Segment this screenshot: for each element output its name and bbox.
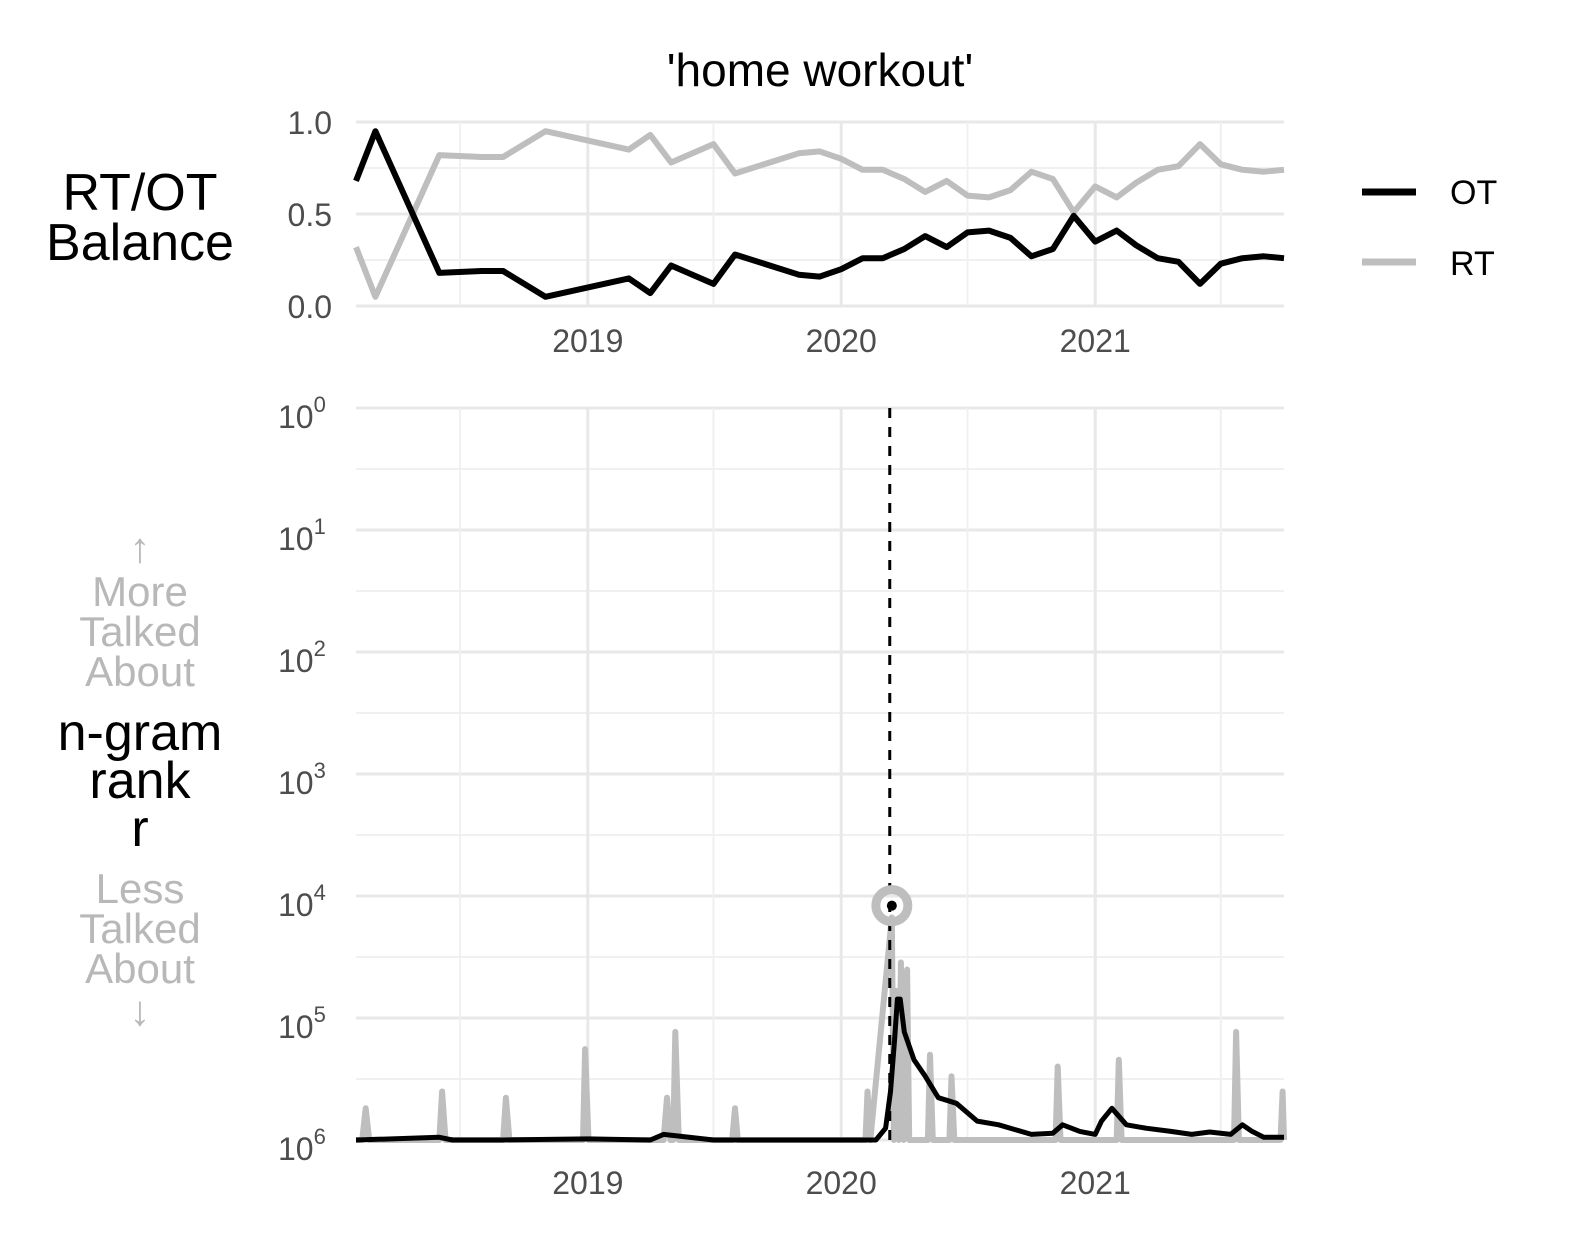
balance-y-ticks: 0.0 0.5 1.0	[288, 105, 332, 325]
balance-x-ticks: 2019 2020 2021	[552, 323, 1131, 359]
rank-y-tick-base: 10	[278, 765, 314, 801]
peak-marker-ring	[871, 885, 913, 927]
rank-y-tick-label: 101	[278, 514, 326, 557]
rank-y-tick-exponent: 5	[314, 1002, 326, 1027]
balance-ylabel-line-1: RT/OT	[62, 164, 217, 222]
hint-more: More	[92, 568, 188, 615]
balance-y-tick-label: 0.5	[288, 197, 332, 233]
rank-ylabel-line-2: rank	[89, 752, 191, 810]
legend-label-rt: RT	[1450, 245, 1495, 283]
rank-y-tick-base: 10	[278, 399, 314, 435]
rank-y-tick-exponent: 2	[314, 636, 326, 661]
rank-y-tick-base: 10	[278, 521, 314, 557]
hint-talked-top: Talked	[79, 608, 200, 655]
rank-ylabel-line-3: r	[131, 800, 148, 858]
balance-line-rt	[353, 128, 1285, 300]
rank-y-tick-exponent: 1	[314, 514, 326, 539]
balance-grid	[356, 120, 1284, 308]
peak-marker-dot	[886, 900, 897, 911]
rank-lines	[355, 408, 1287, 1143]
rank-line-ot	[355, 996, 1284, 1143]
hint-less: Less	[96, 865, 185, 912]
rank-y-tick-base: 10	[278, 1131, 314, 1167]
hint-talked-bottom: Talked	[79, 905, 200, 952]
rank-y-tick-exponent: 4	[314, 880, 326, 905]
rank-x-tick-label: 2021	[1060, 1165, 1131, 1201]
legend: OT RT	[1362, 174, 1497, 283]
legend-label-ot: OT	[1450, 174, 1497, 212]
rank-ylabel-line-1: n-gram	[58, 704, 223, 762]
balance-ylabel-line-2: Balance	[46, 214, 234, 272]
rank-x-tick-label: 2019	[552, 1165, 623, 1201]
balance-y-tick-label: 1.0	[288, 105, 332, 141]
rank-y-tick-base: 10	[278, 887, 314, 923]
chart-title: 'home workout'	[667, 44, 973, 96]
rank-y-tick-label: 102	[278, 636, 326, 679]
rank-y-tick-label: 103	[278, 758, 326, 801]
rank-line-rt	[356, 914, 1287, 1143]
rank-y-tick-exponent: 3	[314, 758, 326, 783]
rank-grid	[356, 406, 1284, 1142]
rank-y-tick-base: 10	[278, 643, 314, 679]
rank-y-tick-exponent: 0	[314, 392, 326, 417]
hint-down-arrow: ↓	[130, 987, 151, 1034]
rank-y-tick-label: 100	[278, 392, 326, 435]
rank-y-tick-base: 10	[278, 1009, 314, 1045]
balance-line-ot	[353, 128, 1285, 300]
balance-x-tick-label: 2021	[1060, 323, 1131, 359]
hint-up-arrow: ↑	[130, 524, 151, 571]
balance-panel: 0.0 0.5 1.0 2019 2020 2021 RT/OT Balance	[46, 105, 1285, 359]
balance-y-tick-label: 0.0	[288, 289, 332, 325]
balance-x-tick-label: 2019	[552, 323, 623, 359]
rank-x-tick-label: 2020	[806, 1165, 877, 1201]
hint-about-top: About	[85, 648, 195, 695]
rank-x-ticks: 2019 2020 2021	[552, 1165, 1131, 1201]
rank-y-tick-exponent: 6	[314, 1124, 326, 1149]
balance-x-tick-label: 2020	[806, 323, 877, 359]
rank-y-tick-label: 105	[278, 1002, 326, 1045]
rank-y-tick-label: 104	[278, 880, 326, 923]
balance-lines	[353, 128, 1285, 300]
rank-y-tick-label: 106	[278, 1124, 326, 1167]
hint-about-bottom: About	[85, 945, 195, 992]
